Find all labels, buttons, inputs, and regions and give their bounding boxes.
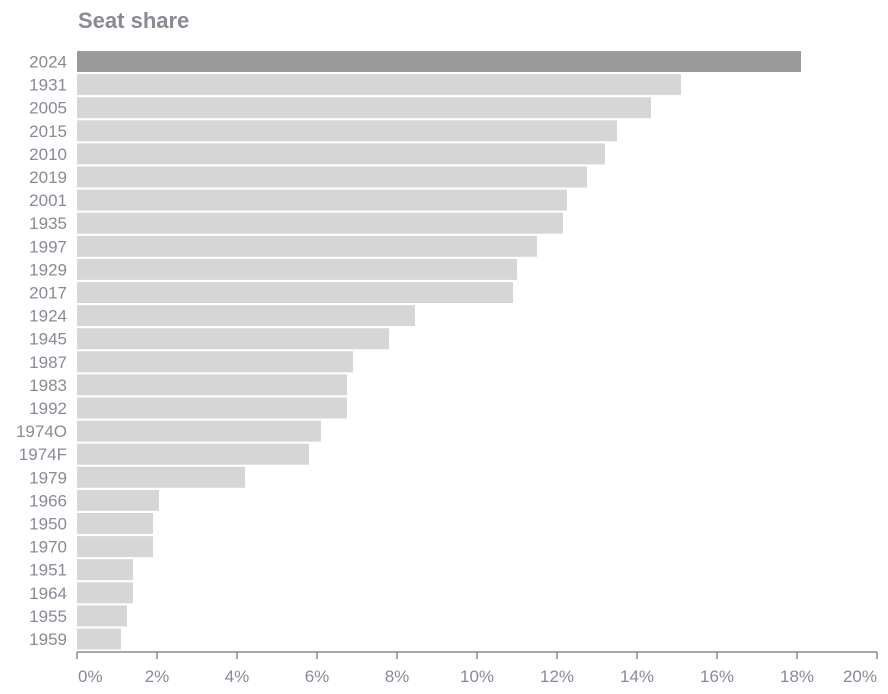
bar-1929 [77, 258, 517, 280]
bar-2010 [77, 143, 605, 165]
category-label-1987: 1987 [29, 353, 67, 372]
x-tick-label-0: 0% [78, 667, 103, 686]
category-label-2019: 2019 [29, 168, 67, 187]
category-label-1924: 1924 [29, 307, 67, 326]
bar-2019 [77, 166, 587, 188]
bar-2005 [77, 97, 651, 119]
category-label-1955: 1955 [29, 607, 67, 626]
bar-1987 [77, 351, 353, 373]
bar-1931 [77, 74, 681, 96]
bar-1974o [77, 420, 321, 442]
bar-1935 [77, 212, 563, 234]
x-tick-label-5: 10% [460, 667, 494, 686]
bar-1959 [77, 628, 121, 650]
bar-1951 [77, 559, 133, 581]
category-label-1950: 1950 [29, 515, 67, 534]
category-label-1931: 1931 [29, 76, 67, 95]
bar-1983 [77, 374, 347, 396]
category-label-1979: 1979 [29, 468, 67, 487]
category-label-1992: 1992 [29, 399, 67, 418]
bar-1974f [77, 443, 309, 465]
bar-2001 [77, 189, 567, 211]
category-labels: 2024 1931 2005 2015 2010 2019 2001 1935 1997 1929… [16, 53, 67, 650]
bar-1924 [77, 305, 415, 327]
x-tick-label-10: 20% [843, 667, 877, 686]
bar-1979 [77, 466, 245, 488]
category-label-1983: 1983 [29, 376, 67, 395]
category-label-1964: 1964 [29, 584, 67, 603]
category-label-2005: 2005 [29, 99, 67, 118]
category-label-1929: 1929 [29, 260, 67, 279]
category-label-2017: 2017 [29, 284, 67, 303]
category-label-1959: 1959 [29, 630, 67, 649]
category-label-2015: 2015 [29, 122, 67, 141]
x-tick-label-8: 16% [700, 667, 734, 686]
category-label-2024: 2024 [29, 53, 67, 72]
bar-1997 [77, 235, 537, 257]
category-label-1970: 1970 [29, 538, 67, 557]
x-tick-label-6: 12% [540, 667, 574, 686]
bars-layer [77, 51, 801, 650]
bar-2015 [77, 120, 617, 142]
x-tick-label-2: 4% [225, 667, 250, 686]
x-tick-label-7: 14% [620, 667, 654, 686]
bar-1950 [77, 513, 153, 534]
bar-2017 [77, 282, 513, 303]
bar-1955 [77, 605, 127, 627]
x-axis: 0% 2% 4% 6% 8% 10% 12% 14% 16% 18% 20% [76, 651, 878, 686]
bar-1970 [77, 536, 153, 558]
bar-2024 [77, 51, 801, 72]
bar-1966 [77, 489, 159, 511]
x-tick-label-1: 2% [145, 667, 170, 686]
category-label-1997: 1997 [29, 237, 67, 256]
category-label-1974f: 1974F [19, 445, 67, 464]
category-label-2010: 2010 [29, 145, 67, 164]
category-label-1966: 1966 [29, 491, 67, 510]
category-label-1974o: 1974O [16, 422, 67, 441]
category-label-2001: 2001 [29, 191, 67, 210]
category-label-1945: 1945 [29, 330, 67, 349]
category-label-1935: 1935 [29, 214, 67, 233]
x-tick-label-3: 6% [305, 667, 330, 686]
chart-title: Seat share [78, 8, 190, 33]
x-tick-label-9: 18% [780, 667, 814, 686]
bar-1964 [77, 582, 133, 604]
bar-1945 [77, 328, 389, 350]
bar-1992 [77, 397, 347, 419]
x-tick-label-4: 8% [385, 667, 410, 686]
category-label-1951: 1951 [29, 561, 67, 580]
